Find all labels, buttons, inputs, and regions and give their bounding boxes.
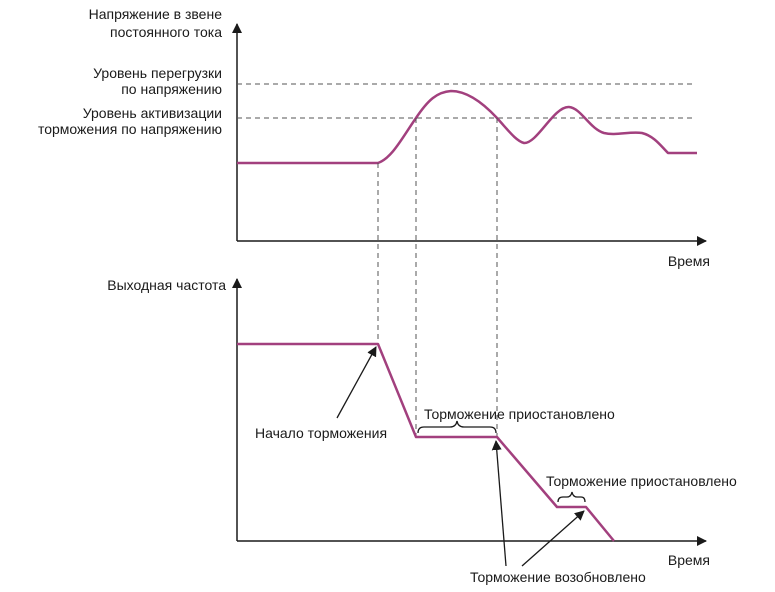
top-x-label: Время bbox=[668, 253, 710, 269]
overload-label-line2: по напряжению bbox=[121, 81, 222, 97]
bottom-panel: Выходная частота Время Начало торможения… bbox=[107, 277, 737, 585]
braking-start-pointer bbox=[336, 346, 377, 419]
pause-brace-2 bbox=[557, 491, 586, 503]
dc-voltage-curve bbox=[237, 89, 697, 165]
activation-label-line2: торможения по напряжению bbox=[38, 121, 222, 137]
braking-paused-label-1: Торможение приостановлено bbox=[424, 406, 615, 422]
activation-label-line1: Уровень активизации bbox=[83, 105, 222, 121]
pause-brace-1 bbox=[417, 420, 497, 434]
braking-resumed-pointer-2 bbox=[521, 510, 585, 567]
bottom-x-label: Время bbox=[668, 552, 710, 568]
bottom-y-label: Выходная частота bbox=[107, 277, 226, 293]
output-frequency-curve bbox=[237, 342, 615, 542]
top-y-label-line1: Напряжение в звене bbox=[89, 6, 223, 22]
top-panel: Напряжение в звене постоянного тока Уров… bbox=[38, 6, 710, 269]
braking-start-label: Начало торможения bbox=[255, 425, 387, 441]
braking-resumed-label: Торможение возобновлено bbox=[470, 569, 646, 585]
braking-resumed-pointer-1 bbox=[491, 440, 507, 567]
top-y-label-line2: постоянного тока bbox=[110, 24, 222, 40]
braking-paused-label-2: Торможение приостановлено bbox=[546, 473, 737, 489]
overload-label-line1: Уровень перегрузки bbox=[93, 65, 222, 81]
time-guides bbox=[377, 118, 498, 437]
